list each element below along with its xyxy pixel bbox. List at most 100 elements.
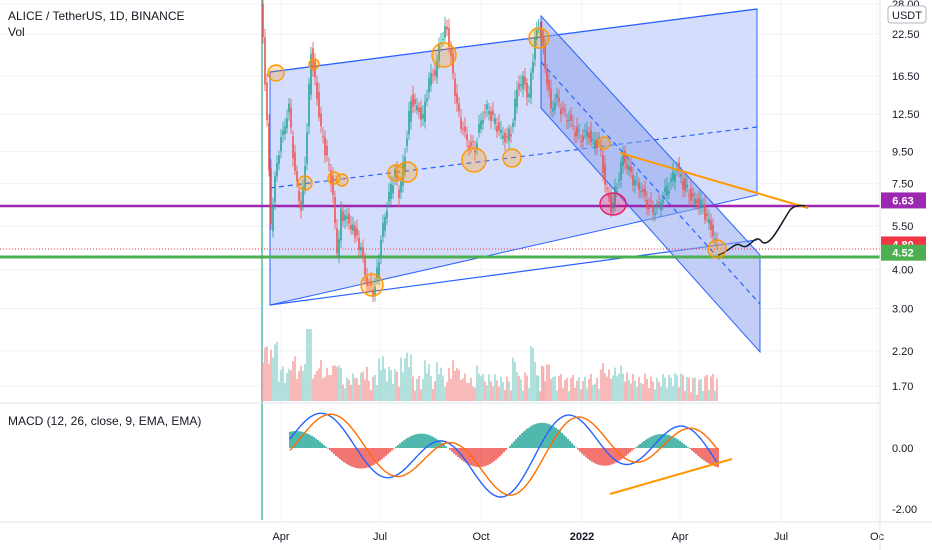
macd-histogram-bar — [381, 448, 383, 460]
volume-bar — [288, 368, 290, 401]
candle-body — [666, 185, 668, 196]
macd-histogram-bar — [481, 448, 483, 467]
descending-channel-midline[interactable] — [540, 61, 761, 305]
candle-body — [308, 83, 310, 127]
candle-body — [470, 141, 472, 147]
time-axis[interactable]: Apr Jul Oct 2022 Apr Jul Oc — [272, 531, 884, 543]
candle-body — [284, 126, 286, 134]
macd-histogram-bar — [397, 445, 399, 448]
volume-bar — [424, 360, 426, 401]
volume-bar — [668, 374, 670, 401]
candle-body — [464, 126, 466, 132]
candle-body — [536, 29, 538, 40]
volume-bar — [584, 376, 586, 401]
volume-label[interactable]: Vol — [8, 25, 25, 39]
candle-body — [570, 114, 572, 121]
candle-body — [428, 78, 430, 93]
macd-histogram-bar — [659, 434, 661, 448]
price-tag[interactable]: 4.52 — [881, 244, 926, 261]
volume-bar — [492, 386, 494, 401]
pivot-circle[interactable] — [707, 239, 727, 259]
macd-label[interactable]: MACD (12, 26, close, 9, EMA, EMA) — [8, 414, 202, 428]
volume-bar — [688, 377, 690, 401]
volume-bar — [334, 365, 336, 401]
ascending-channel-top-line[interactable] — [269, 8, 758, 73]
candle-body — [448, 27, 450, 47]
candle-body — [444, 25, 446, 38]
ascending-channel-midline[interactable] — [269, 126, 758, 189]
macd-histogram-bar — [407, 437, 409, 448]
volume-bar — [472, 386, 474, 401]
candle-body — [458, 103, 460, 112]
currency-label[interactable]: USDT — [892, 10, 922, 22]
volume-bar — [558, 375, 560, 401]
candle-body — [484, 111, 486, 113]
volume-bar — [678, 387, 680, 401]
volume-bar — [622, 373, 624, 401]
macd-histogram-bar — [289, 431, 291, 448]
price-tag[interactable]: 6.63 — [881, 192, 926, 209]
macd-histogram-bar — [717, 448, 719, 468]
pivot-circle[interactable] — [502, 148, 522, 168]
macd-histogram-bar — [693, 448, 695, 453]
pivot-circle[interactable] — [267, 64, 285, 82]
macd-histogram-bar — [465, 448, 467, 463]
volume-bar — [300, 365, 302, 401]
descending-channel[interactable] — [540, 14, 761, 354]
macd-histogram-bar — [549, 424, 551, 448]
candle-body — [608, 194, 610, 198]
candle-body — [506, 135, 508, 138]
volume-bar — [522, 390, 524, 401]
volume-bar — [478, 373, 480, 401]
macd-histogram-bar — [685, 445, 687, 448]
macd-histogram-bar — [511, 443, 513, 448]
pivot-circle[interactable] — [308, 58, 320, 70]
projected-path[interactable] — [717, 204, 806, 256]
macd-histogram-bar — [315, 438, 317, 448]
macd-histogram-bar — [591, 448, 593, 462]
symbol-title[interactable]: ALICE / TetherUS, 1D, BINANCE — [8, 9, 185, 23]
candle-body — [576, 126, 578, 137]
pivot-circle[interactable] — [360, 273, 384, 297]
macd-histogram-bar — [675, 438, 677, 448]
pivot-circle[interactable] — [396, 161, 418, 183]
volume-bar — [274, 344, 276, 401]
pivot-circle[interactable] — [597, 136, 611, 150]
volume-bar — [660, 386, 662, 401]
macd-histogram-bar — [399, 443, 401, 448]
pivot-circle[interactable] — [327, 171, 341, 185]
macd-histogram-bar — [611, 448, 613, 465]
volume-bar — [536, 375, 538, 401]
volume-bar — [546, 364, 548, 401]
macd-histogram-bar — [555, 427, 557, 448]
volume-bar — [594, 383, 596, 401]
macd-histogram-bar — [645, 439, 647, 448]
macd-histogram-bar — [405, 438, 407, 448]
macd-trendline[interactable] — [609, 458, 733, 495]
macd-histogram-bar — [415, 434, 417, 448]
volume-bar — [442, 375, 444, 401]
candle-body — [690, 188, 692, 201]
currency-box[interactable] — [887, 5, 927, 24]
candle-body — [620, 162, 622, 180]
candle-body — [512, 122, 514, 127]
volume-bar — [500, 376, 502, 401]
volume-bar — [482, 374, 484, 401]
pivot-circle[interactable] — [387, 164, 405, 182]
pivot-circle[interactable] — [297, 175, 313, 191]
macd-histogram-bar — [451, 448, 453, 452]
highlight-ellipse[interactable] — [599, 192, 627, 216]
candle-body — [486, 104, 488, 110]
pivot-circle[interactable] — [528, 27, 550, 49]
pivot-circle[interactable] — [461, 147, 487, 173]
volume-bar — [526, 375, 528, 401]
orange-resistance-trendline[interactable] — [619, 152, 809, 209]
pivot-circle[interactable] — [431, 42, 457, 68]
macd-histogram-bar — [671, 436, 673, 448]
macd-histogram-bar — [663, 434, 665, 448]
volume-bar — [520, 379, 522, 401]
pivot-circle[interactable] — [335, 173, 349, 187]
macd-histogram-bar — [649, 437, 651, 448]
macd-histogram-bar — [587, 448, 589, 459]
